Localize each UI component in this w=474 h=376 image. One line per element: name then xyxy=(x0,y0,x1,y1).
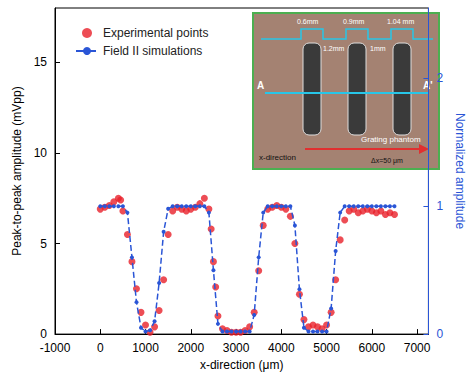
svg-text:A: A xyxy=(257,80,264,91)
svg-text:0: 0 xyxy=(40,327,47,341)
svg-text:2000: 2000 xyxy=(177,341,204,355)
svg-text:0.6mm: 0.6mm xyxy=(297,18,319,25)
svg-text:3000: 3000 xyxy=(223,341,250,355)
svg-text:1000: 1000 xyxy=(132,341,159,355)
svg-text:4000: 4000 xyxy=(268,341,295,355)
svg-text:1mm: 1mm xyxy=(370,45,386,52)
svg-text:-1000: -1000 xyxy=(40,341,71,355)
svg-text:Peak-to-peak amplitude (mVpp): Peak-to-peak amplitude (mVpp) xyxy=(10,86,24,255)
svg-text:Δx=50 μm: Δx=50 μm xyxy=(371,157,403,165)
svg-text:0.9mm: 0.9mm xyxy=(343,18,365,25)
svg-text:1: 1 xyxy=(436,199,443,213)
svg-text:5000: 5000 xyxy=(313,341,340,355)
svg-text:A': A' xyxy=(423,80,433,91)
svg-text:2: 2 xyxy=(436,71,443,85)
svg-text:Normalized amplitude: Normalized amplitude xyxy=(453,113,467,229)
svg-text:Experimental points: Experimental points xyxy=(103,26,208,40)
svg-text:5: 5 xyxy=(40,237,47,251)
svg-text:Grating phantom: Grating phantom xyxy=(361,135,421,144)
svg-text:1.04 mm: 1.04 mm xyxy=(387,18,414,25)
svg-text:0: 0 xyxy=(97,341,104,355)
svg-text:x-direction (μm): x-direction (μm) xyxy=(200,358,284,372)
svg-text:Field II simulations: Field II simulations xyxy=(103,44,202,58)
svg-text:x-direction: x-direction xyxy=(259,153,296,162)
svg-text:15: 15 xyxy=(34,55,48,69)
svg-text:7000: 7000 xyxy=(404,341,431,355)
svg-text:1.2mm: 1.2mm xyxy=(323,45,345,52)
svg-text:10: 10 xyxy=(34,146,48,160)
svg-text:0: 0 xyxy=(436,327,443,341)
svg-text:6000: 6000 xyxy=(358,341,385,355)
